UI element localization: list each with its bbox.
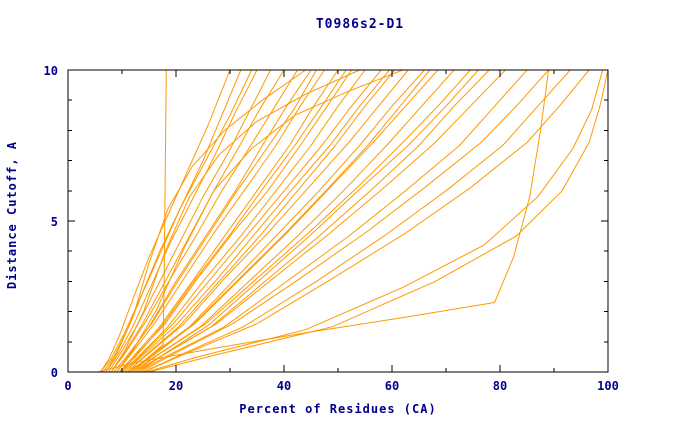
series-line — [121, 69, 366, 373]
series-line — [100, 69, 253, 373]
series-line — [146, 69, 604, 373]
x-tick-label: 80 — [493, 379, 507, 393]
series-line — [99, 69, 231, 373]
series-line — [121, 69, 352, 373]
series-line — [110, 69, 298, 373]
series-line — [135, 69, 479, 373]
series-line — [135, 69, 471, 373]
series-line — [110, 69, 360, 373]
x-tick-label: 60 — [385, 379, 399, 393]
series-line — [129, 69, 431, 373]
series-line — [143, 69, 571, 373]
series-line — [143, 69, 590, 373]
series-line — [116, 69, 312, 373]
x-tick-label: 0 — [64, 379, 71, 393]
series-line — [148, 69, 609, 373]
series-line — [137, 69, 528, 373]
series-line — [97, 69, 550, 373]
series-line — [110, 69, 285, 373]
series-line — [132, 69, 439, 373]
x-axis-label: Percent of Residues (CA) — [239, 402, 436, 416]
series-line — [113, 69, 317, 373]
series-line — [102, 69, 242, 373]
series-line — [108, 69, 271, 373]
y-axis-label: Distance Cutoff, A — [5, 141, 19, 289]
series-line — [118, 69, 347, 373]
series-line — [129, 69, 425, 373]
series-layer — [97, 69, 609, 373]
series-line — [105, 69, 306, 373]
series-line — [118, 69, 339, 373]
series-line — [124, 69, 390, 373]
y-tick-label: 5 — [51, 215, 58, 229]
x-tick-label: 100 — [597, 379, 619, 393]
series-line — [127, 69, 409, 373]
x-tick-label: 20 — [169, 379, 183, 393]
y-tick-label: 10 — [44, 64, 58, 78]
chart-title: T0986s2-D1 — [316, 17, 404, 32]
series-line — [137, 69, 506, 373]
series-line — [124, 69, 382, 373]
ticks-layer — [67, 69, 609, 373]
series-line — [127, 69, 396, 373]
y-tick-label: 0 — [51, 366, 58, 380]
series-line — [116, 69, 403, 373]
series-line — [140, 69, 549, 373]
x-tick-label: 40 — [277, 379, 291, 393]
series-line — [116, 69, 325, 373]
